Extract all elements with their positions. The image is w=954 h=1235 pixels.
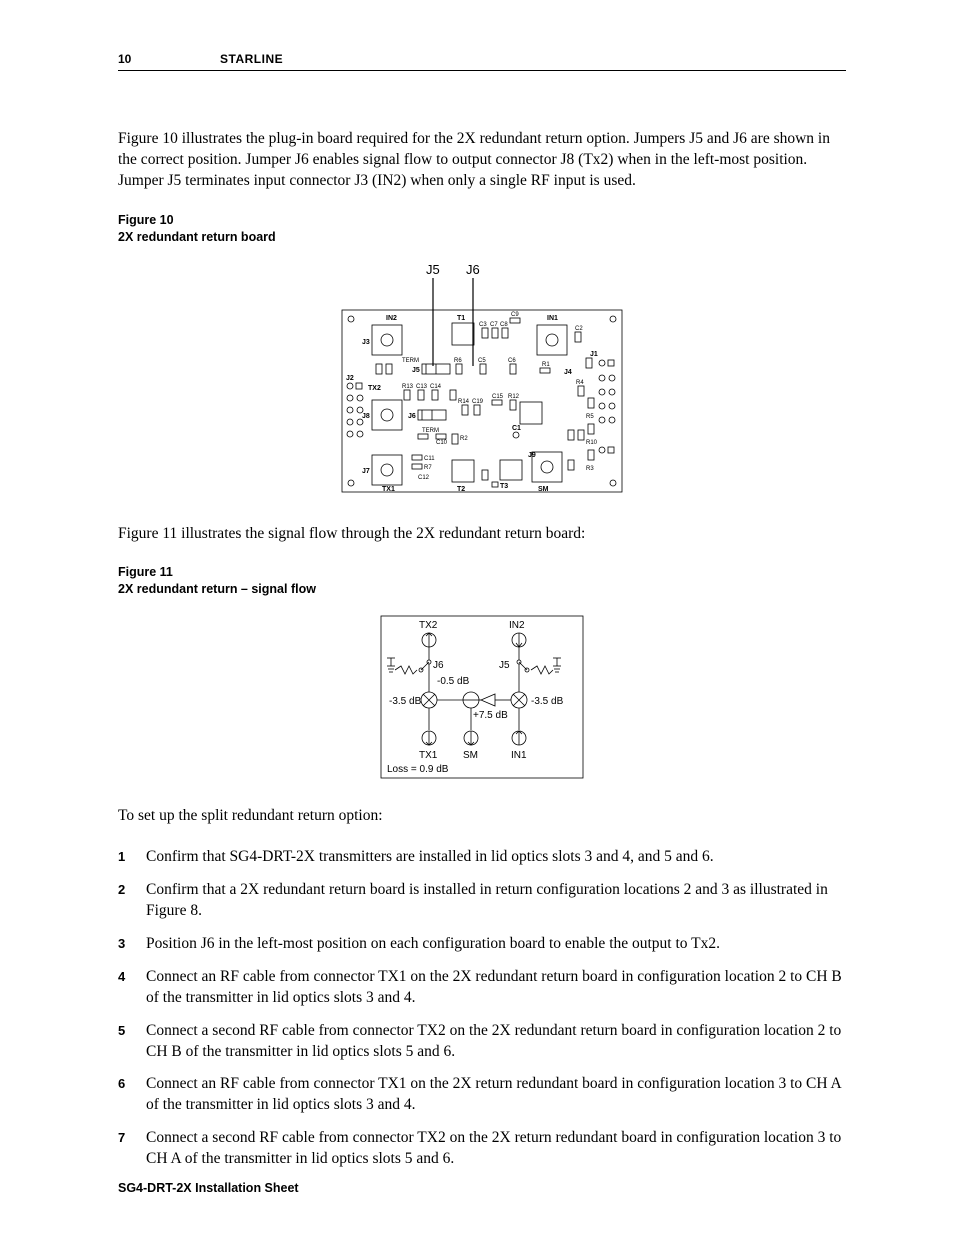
board-diagram-svg: J5 J6 IN2 T1 IN1 C9 J3 C3 C7 C8 (332, 260, 632, 500)
header-product: STARLINE (220, 52, 283, 66)
svg-text:J7: J7 (362, 468, 370, 475)
svg-text:C15: C15 (492, 394, 504, 400)
signal-flow-svg: TX2 IN2 J6 J5 -0.5 dB (377, 612, 587, 782)
callout-j5: J5 (426, 262, 440, 277)
svg-text:J4: J4 (564, 369, 572, 376)
figure-11-caption: Figure 11 2X redundant return – signal f… (118, 564, 846, 598)
svg-text:R7: R7 (424, 465, 432, 471)
svg-text:C12: C12 (418, 475, 430, 481)
svg-text:IN1: IN1 (511, 750, 527, 761)
svg-text:C10: C10 (436, 440, 448, 446)
svg-text:Loss = 0.9 dB: Loss = 0.9 dB (387, 764, 449, 775)
svg-text:R5: R5 (586, 414, 594, 420)
callout-j6: J6 (466, 262, 480, 277)
svg-text:C7: C7 (490, 322, 498, 328)
svg-text:TX1: TX1 (419, 750, 438, 761)
svg-text:R13: R13 (402, 384, 414, 390)
step-item: Connect a second RF cable from connector… (118, 1128, 846, 1170)
step-item: Confirm that SG4-DRT-2X transmitters are… (118, 847, 846, 868)
figure-10-label: Figure 10 (118, 213, 174, 227)
page: 10 STARLINE Figure 10 illustrates the pl… (0, 0, 954, 1235)
svg-text:SM: SM (538, 486, 549, 493)
svg-text:TX2: TX2 (419, 620, 438, 631)
paragraph-intro-fig11: Figure 11 illustrates the signal flow th… (118, 524, 846, 545)
figure-10-caption: Figure 10 2X redundant return board (118, 212, 846, 246)
svg-text:IN1: IN1 (547, 315, 558, 322)
svg-text:J8: J8 (362, 413, 370, 420)
setup-steps-list: Confirm that SG4-DRT-2X transmitters are… (118, 847, 846, 1170)
paragraph-steps-intro: To set up the split redundant return opt… (118, 806, 846, 827)
svg-text:C19: C19 (472, 399, 484, 405)
svg-text:T1: T1 (457, 315, 465, 322)
page-number: 10 (118, 52, 220, 66)
svg-text:R6: R6 (454, 358, 462, 364)
svg-text:J2: J2 (346, 375, 354, 382)
step-item: Position J6 in the left-most position on… (118, 934, 846, 955)
svg-text:C11: C11 (424, 456, 435, 462)
svg-text:J6: J6 (408, 413, 416, 420)
svg-text:R14: R14 (458, 399, 470, 405)
svg-text:J6: J6 (433, 660, 444, 671)
step-item: Confirm that a 2X redundant return board… (118, 880, 846, 922)
svg-text:R4: R4 (576, 380, 584, 386)
svg-text:R3: R3 (586, 466, 594, 472)
svg-text:C9: C9 (511, 312, 519, 318)
figure-10: J5 J6 IN2 T1 IN1 C9 J3 C3 C7 C8 (118, 260, 846, 500)
svg-text:R10: R10 (586, 440, 598, 446)
svg-text:T2: T2 (457, 486, 465, 493)
svg-text:R2: R2 (460, 436, 468, 442)
svg-text:-0.5 dB: -0.5 dB (437, 676, 470, 687)
figure-10-title: 2X redundant return board (118, 230, 276, 244)
svg-text:J1: J1 (590, 351, 598, 358)
svg-text:IN2: IN2 (509, 620, 525, 631)
svg-text:T3: T3 (500, 483, 508, 490)
svg-text:R1: R1 (542, 362, 550, 368)
svg-text:C5: C5 (478, 358, 486, 364)
svg-text:J5: J5 (412, 367, 420, 374)
svg-text:TERM: TERM (422, 428, 439, 434)
svg-text:TX1: TX1 (382, 486, 395, 493)
step-item: Connect an RF cable from connector TX1 o… (118, 967, 846, 1009)
svg-text:C14: C14 (430, 384, 442, 390)
svg-text:C6: C6 (508, 358, 516, 364)
footer-doc-title: SG4-DRT-2X Installation Sheet (118, 1181, 299, 1195)
step-item: Connect an RF cable from connector TX1 o… (118, 1074, 846, 1116)
svg-text:-3.5 dB: -3.5 dB (389, 696, 422, 707)
svg-text:TERM: TERM (402, 358, 419, 364)
svg-text:C8: C8 (500, 322, 508, 328)
figure-11-label: Figure 11 (118, 565, 173, 579)
svg-text:C2: C2 (575, 326, 583, 332)
svg-text:J5: J5 (499, 660, 510, 671)
svg-text:+7.5 dB: +7.5 dB (473, 710, 508, 721)
svg-text:C1: C1 (512, 425, 521, 432)
figure-11: TX2 IN2 J6 J5 -0.5 dB (118, 612, 846, 782)
svg-text:-3.5 dB: -3.5 dB (531, 696, 564, 707)
svg-text:TX2: TX2 (368, 385, 381, 392)
svg-text:J9: J9 (528, 452, 536, 459)
svg-text:SM: SM (463, 750, 478, 761)
figure-11-title: 2X redundant return – signal flow (118, 582, 316, 596)
step-item: Connect a second RF cable from connector… (118, 1021, 846, 1063)
paragraph-intro-fig10: Figure 10 illustrates the plug-in board … (118, 129, 846, 192)
svg-text:C13: C13 (416, 384, 428, 390)
svg-text:IN2: IN2 (386, 315, 397, 322)
page-header: 10 STARLINE (118, 52, 846, 71)
svg-text:J3: J3 (362, 339, 370, 346)
svg-text:R12: R12 (508, 394, 520, 400)
svg-text:C3: C3 (479, 322, 487, 328)
